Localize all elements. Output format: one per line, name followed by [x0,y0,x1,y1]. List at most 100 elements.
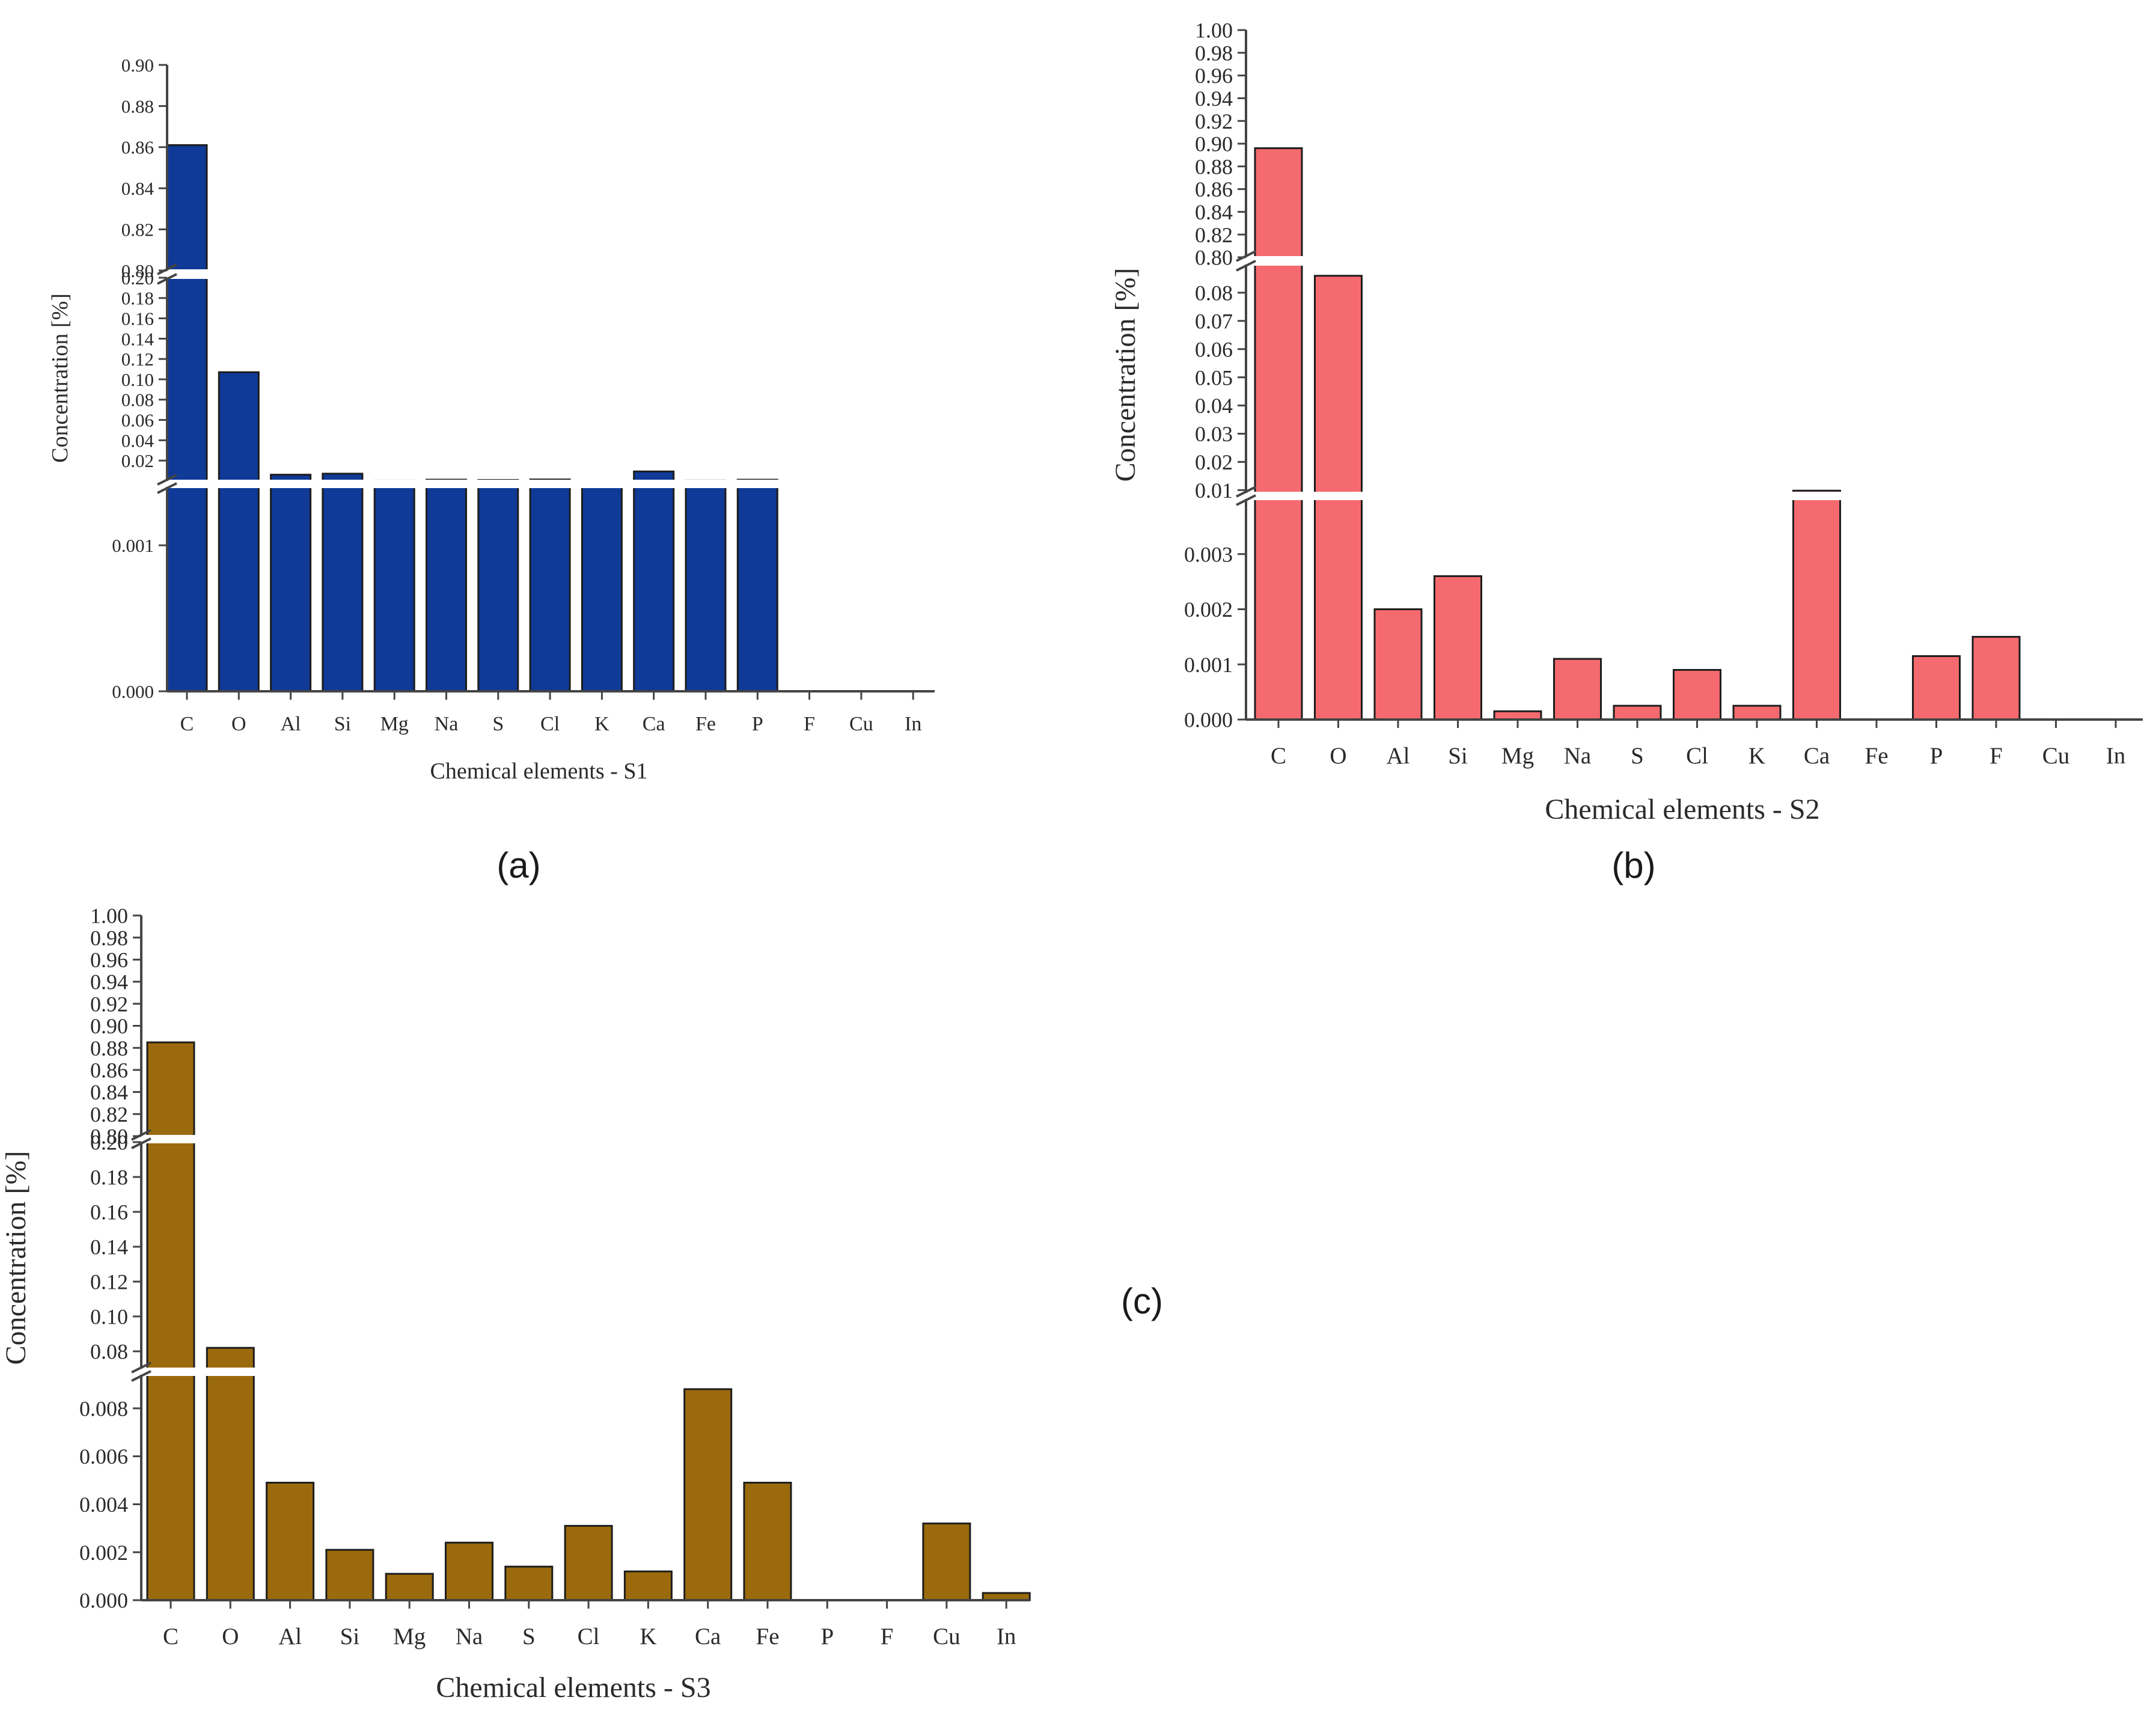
y-tick-label: 0.98 [90,926,128,950]
y-tick-label: 0.90 [90,1014,128,1038]
break-gap [155,480,935,488]
y-tick-label: 0.02 [1195,450,1233,474]
y-tick-label: 0.001 [112,535,154,556]
bar-Si [325,1548,374,1601]
y-tick-label: 1.00 [1195,19,1233,43]
x-tick-label: K [640,1624,656,1649]
x-tick-label: Ca [643,713,665,735]
x-tick-label: C [1271,743,1286,769]
y-tick-label: 0.04 [1195,394,1233,418]
chart-s1: 0.0000.0010.020.040.060.080.100.120.140.… [47,55,935,784]
axis-break [1234,250,2143,506]
y-tick-label: 0.92 [90,992,128,1016]
axis-break [155,263,935,494]
y-tick-label: 0.80 [90,1125,128,1149]
x-tick-label: Si [334,713,351,735]
x-tick-label: Cl [1686,743,1708,769]
x-axis-title: Chemical elements - S2 [1545,793,1819,825]
x-tick-label: Cl [578,1624,600,1649]
break-gap [155,269,935,279]
x-tick-label: O [231,713,246,735]
y-tick-label: 0.88 [90,1036,128,1060]
axis-break [129,1129,1030,1382]
bar-Al [1373,608,1423,721]
bar-C [146,1041,195,1601]
y-tick-label: 0.84 [90,1080,128,1104]
bar-Cl [1673,668,1721,721]
y-axis: 0.000 0.002 0.004 0.006 0.008 0.08 0.10 0.12 0.1… [79,904,142,1613]
y-tick-label: 0.20 [121,267,154,289]
y-tick-label: 0.90 [121,55,154,76]
x-tick-label: O [222,1624,239,1649]
x-tick-label: F [881,1624,894,1649]
y-tick-label: 0.20 [90,1131,128,1155]
x-tick-label: In [997,1624,1016,1649]
bar-O [218,371,260,692]
panel-label-a: (a) [496,845,540,885]
y-tick-label: 0.10 [90,1305,128,1329]
x-tick-label: O [1330,743,1346,769]
bar-P [1912,655,1961,721]
x-tick-label: Cu [2042,743,2070,769]
y-tick-label: 0.07 [1195,309,1233,333]
chart-s2: 0.000 0.001 0.002 0.003 0.01 0.02 0.03 0.04 0.05… [1110,19,2143,825]
y-tick-label: 0.16 [121,308,154,329]
bar-S [504,1565,554,1601]
y-tick-label: 0.08 [121,390,154,411]
x-tick-label: Si [340,1624,360,1649]
y-tick-label: 0.88 [121,96,154,117]
y-tick-label: 0.82 [1195,223,1233,247]
x-tick-label: C [180,713,194,735]
y-tick-label: 0.18 [121,288,154,309]
bar-Ca [633,470,675,692]
y-tick-label: 0.96 [90,948,128,972]
break-gap [129,1368,1030,1376]
bar-Cl [529,478,571,692]
x-tick-label: Na [435,713,459,735]
y-tick-label: 1.00 [90,904,128,928]
x-tick-label: F [804,713,815,735]
bar-Fe [743,1482,792,1601]
bar-Cl [564,1524,613,1601]
y-tick-label: 0.000 [112,681,154,702]
y-tick-label: 0.05 [1195,365,1233,390]
panel-label-b: (b) [1611,845,1655,885]
x-tick-label: Cu [933,1624,960,1649]
y-axis-title: Concentration [%] [1110,268,1141,482]
bars [1254,147,2021,721]
x-axis: C O Al Si Mg Na S Cl K Ca Fe P F Cu In [1246,718,2143,769]
y-tick-label: 0.80 [1195,246,1233,270]
bar-Ca [683,1388,733,1601]
bar-S [477,478,519,692]
y-tick-label: 0.82 [90,1102,128,1127]
y-tick-label: 0.82 [121,219,154,240]
bar-C [166,144,208,692]
bar-K [1732,705,1782,721]
x-axis: C O Al Si Mg Na S Cl K Ca Fe P F Cu In [167,690,935,735]
bar-Cu [922,1522,971,1601]
y-tick-label: 0.94 [90,970,128,994]
y-tick-label: 0.006 [79,1444,128,1469]
bar-Na [1553,658,1602,721]
y-tick-label: 0.000 [79,1589,128,1613]
bar-Ca [1792,489,1841,721]
y-tick-label: 0.88 [1195,154,1233,179]
x-tick-label: Mg [380,713,409,735]
y-tick-label: 0.86 [90,1059,128,1083]
bar-F [1971,635,2021,721]
y-tick-label: 0.08 [1195,281,1233,305]
y-tick-label: 0.90 [1195,132,1233,156]
y-tick-label: 0.86 [121,137,154,158]
y-tick-label: 0.98 [1195,41,1233,65]
y-tick-label: 0.92 [1195,109,1233,133]
x-tick-label: Al [278,1624,302,1649]
y-tick-label: 0.80 [121,260,154,281]
x-axis-title: Chemical elements - S3 [436,1672,710,1704]
x-tick-label: Cu [849,713,873,735]
y-tick-label: 0.18 [90,1166,128,1190]
y-tick-label: 0.08 [90,1340,128,1364]
x-tick-label: Na [456,1624,483,1649]
y-tick-label: 0.001 [1184,653,1233,677]
x-tick-label: K [594,713,609,735]
